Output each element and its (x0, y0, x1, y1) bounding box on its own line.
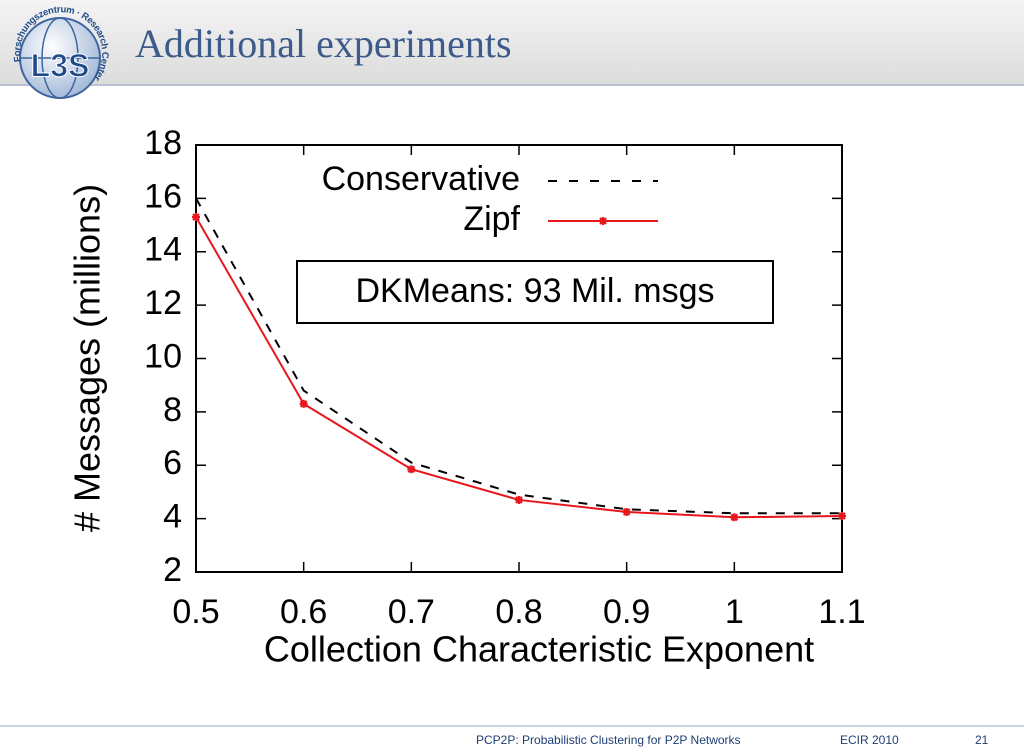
annotation-box (296, 260, 774, 324)
logo-text: L3S (31, 47, 90, 83)
x-tick-label: 0.6 (280, 593, 327, 631)
y-tick-label: 12 (144, 284, 182, 322)
x-tick-label: 0.8 (495, 593, 542, 631)
y-tick-label: 8 (163, 391, 182, 429)
slide-title: Additional experiments (135, 21, 512, 66)
chart: 2 4 6 8 10 12 14 16 18 0.5 0.6 0.7 0.8 0.9 1 1.1Collect… (67, 124, 866, 670)
x-tick-label: 0.7 (388, 593, 435, 631)
x-tick-label: 0.9 (603, 593, 650, 631)
legend-label: Zipf (463, 200, 520, 238)
legend-marker (599, 217, 607, 225)
annotation: DKMeans: 93 Mil. msgs (356, 272, 715, 310)
series-point (407, 465, 416, 474)
series-point (299, 399, 308, 408)
y-tick-label: 10 (144, 337, 182, 375)
footer-page: 21 (975, 733, 989, 747)
series-point (515, 495, 523, 504)
y-tick-label: 18 (144, 124, 182, 162)
series-line (195, 197, 842, 515)
y-tick-label: 14 (144, 231, 182, 269)
y-axis-label: # Messages (millions) (67, 184, 108, 532)
series-point (622, 507, 631, 516)
header-band (0, 0, 1024, 84)
series-point (730, 513, 739, 522)
y-tick-label: 4 (163, 498, 182, 536)
series-point (838, 511, 846, 520)
x-axis-label: Collection Characteristic Exponent (264, 629, 814, 670)
y-tick-label: 6 (163, 444, 182, 482)
footer-talk: PCP2P: Probabilistic Clustering for P2P … (476, 733, 741, 747)
y-tick-label: 2 (163, 551, 182, 589)
x-tick-label: 1 (725, 593, 744, 631)
legend-label: Conservative (322, 160, 520, 198)
x-tick-label: 1.1 (818, 593, 865, 631)
x-tick-label: 0.5 (172, 593, 219, 631)
series-point (192, 213, 200, 222)
y-tick-label: 16 (144, 177, 182, 215)
footer-venue: ECIR 2010 (840, 733, 899, 747)
